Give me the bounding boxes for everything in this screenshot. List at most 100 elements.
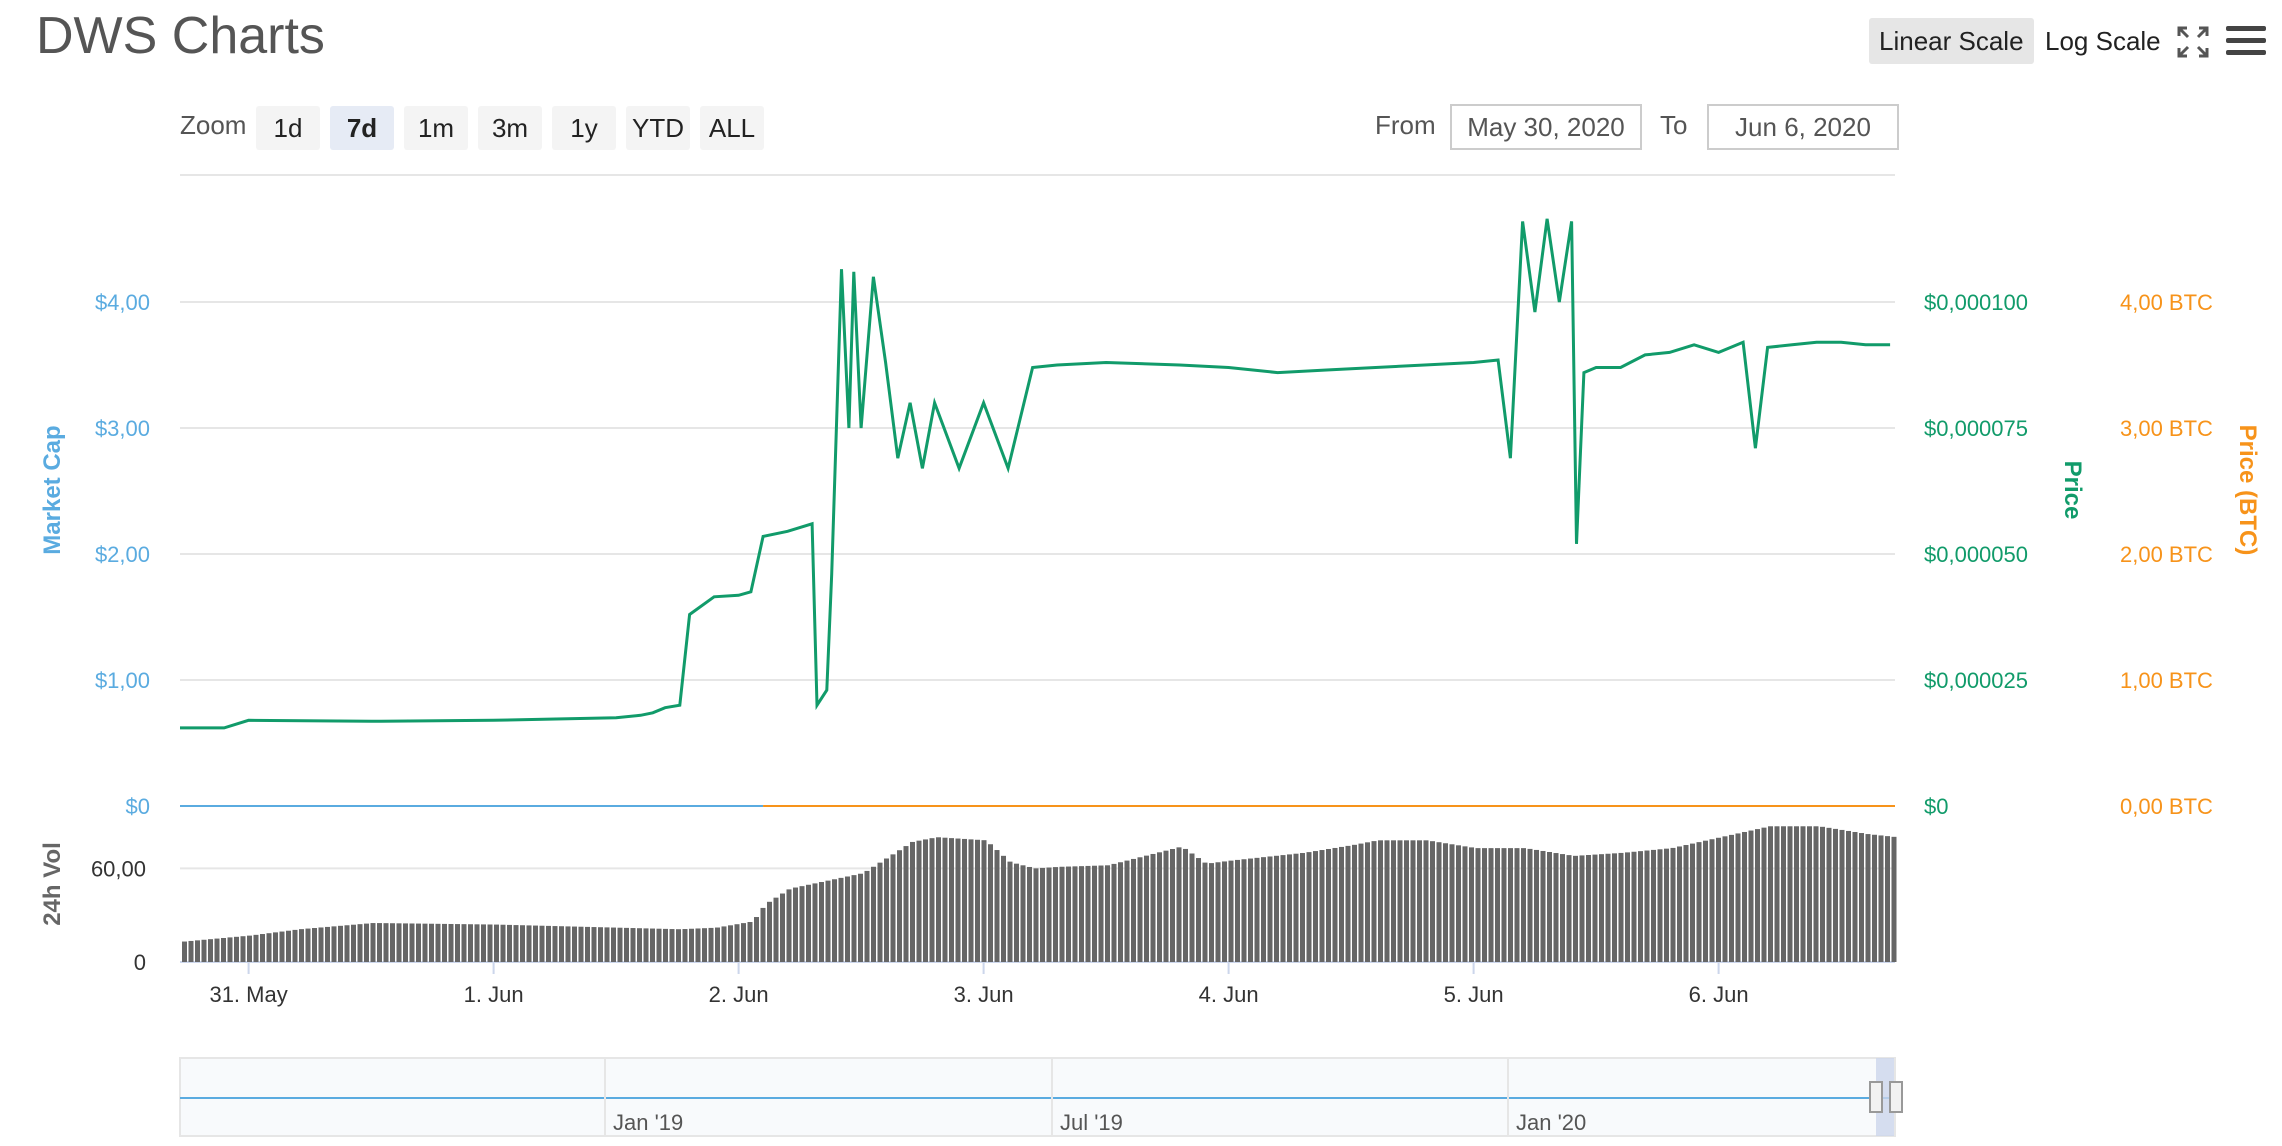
volume-bar [1696,842,1702,962]
volume-bar [1059,866,1065,962]
volume-bar [975,839,980,962]
volume-axis-title: 24h Vol [39,842,66,926]
volume-bar [240,936,246,962]
volume-bar [1404,840,1409,962]
volume-bar [812,883,818,962]
volume-bar [396,923,402,962]
volume-bar [1410,840,1416,962]
volume-bar [305,928,311,962]
navigator-right-handle[interactable] [1889,1081,1903,1113]
zoom-label: Zoom [180,110,247,140]
zoom-1d-button[interactable]: 1d [256,106,320,150]
volume-bar [539,925,545,962]
volume-bar [1573,855,1578,962]
volume-bar [1313,851,1318,962]
zoom-all-button[interactable]: ALL [700,106,764,150]
volume-tick-label: 60,00 [91,856,146,881]
price-tick-label: $0,000025 [1924,668,2028,693]
navigator-label: Jan '19 [613,1110,683,1135]
zoom-3m-button[interactable]: 3m [478,106,542,150]
volume-bar [1761,827,1767,962]
volume-bar [1618,852,1624,962]
log-scale-button[interactable]: Log Scale [2045,26,2161,56]
volume-bar [377,923,382,962]
volume-bar [689,928,694,962]
volume-bar [1124,860,1130,962]
volume-bar [825,880,831,962]
linear-scale-button[interactable]: Linear Scale [1869,18,2034,64]
zoom-1y-button[interactable]: 1y [552,106,616,150]
volume-bar [728,925,733,962]
volume-bar [416,923,421,962]
x-tick-label: 1. Jun [464,982,524,1007]
volume-bar [247,935,252,962]
volume-bar [1501,848,1507,962]
volume-bar [481,924,486,962]
volume-bar [1748,830,1754,962]
volume-bar [1365,842,1370,962]
btc-tick-label: 1,00 BTC [2120,668,2213,693]
navigator-left-handle[interactable] [1869,1081,1883,1113]
volume-bar [611,927,616,962]
navigator-selection [1876,1058,1894,1136]
volume-bar [1703,840,1708,962]
volume-bar [201,939,207,962]
zoom-ytd-button[interactable]: YTD [626,106,690,150]
volume-bar [403,923,408,962]
volume-bar [468,924,473,962]
x-tick-label: 4. Jun [1199,982,1259,1007]
volume-bar [916,840,922,962]
volume-bar [292,929,298,962]
volume-bar [1293,853,1299,962]
volume-bar [968,839,974,962]
volume-bar [1378,840,1383,962]
volume-bar [572,926,577,962]
volume-bar [266,933,272,962]
volume-bar [1514,848,1520,962]
volume-bar [1612,853,1617,962]
volume-bar [331,926,337,962]
volume-bar [1826,827,1832,962]
btc-tick-label: 2,00 BTC [2120,542,2213,567]
volume-bar [1865,834,1871,962]
volume-bar [1098,865,1104,962]
volume-bar [1768,826,1773,962]
volume-bar [214,938,220,962]
to-date-input[interactable]: Jun 6, 2020 [1707,104,1899,150]
volume-bar [1144,855,1149,962]
volume-bar [1046,867,1052,962]
volume-bar [1787,826,1793,962]
from-date-input[interactable]: May 30, 2020 [1450,104,1642,150]
market-cap-tick-label: $3,00 [95,416,150,441]
volume-bar [884,858,889,962]
menu-icon[interactable] [2226,26,2266,58]
zoom-7d-button[interactable]: 7d [330,106,394,150]
volume-bar [1007,861,1013,962]
volume-bar [1319,850,1325,962]
volume-bar [858,873,863,962]
volume-bar [988,844,993,962]
volume-bar [1280,855,1286,962]
volume-bar [838,877,844,962]
volume-bar [364,923,369,962]
volume-bar [734,924,740,962]
volume-bar [923,839,928,962]
market-cap-axis-title: Market Cap [39,425,66,554]
volume-bar [409,923,415,962]
volume-bar [448,923,454,962]
volume-bar [1079,866,1084,962]
btc-axis-title: Price (BTC) [2234,425,2261,556]
zoom-1m-button[interactable]: 1m [404,106,468,150]
volume-bar [1417,840,1422,962]
market-cap-tick-label: $0 [126,794,150,819]
volume-bar [747,922,753,962]
volume-bar [559,926,564,962]
volume-bar [1859,833,1864,962]
volume-bar [936,837,941,962]
volume-bar [1131,858,1136,962]
fullscreen-icon[interactable] [2175,24,2211,60]
volume-bar [760,907,766,962]
volume-bar [455,924,460,962]
price-tick-label: $0,000100 [1924,290,2028,315]
